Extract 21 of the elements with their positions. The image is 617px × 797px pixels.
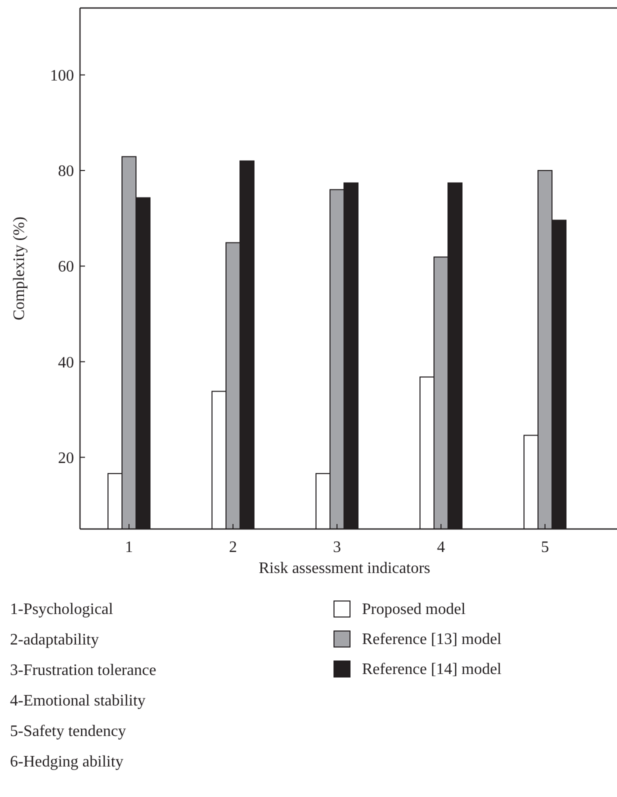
text: 6-Hedging ability bbox=[10, 754, 124, 770]
x-tick-label: 2 bbox=[229, 539, 237, 556]
x-axis-title: Risk assessment indicators bbox=[258, 560, 430, 577]
text: 2-adaptability bbox=[10, 632, 99, 648]
y-tick-label: 100 bbox=[50, 68, 74, 85]
x-tick-label: 5 bbox=[541, 539, 549, 556]
y-axis-title: Complexity (%) bbox=[11, 216, 28, 320]
x-tick-label: 3 bbox=[333, 539, 341, 556]
text: 4-Emotional stability bbox=[10, 692, 146, 710]
legend-label: Proposed model bbox=[362, 601, 466, 618]
y-tick-label: 80 bbox=[58, 163, 74, 180]
x-tick-label: 4 bbox=[437, 539, 445, 556]
text: 3-Frustration tolerance bbox=[10, 662, 156, 679]
y-tick-label: 20 bbox=[58, 450, 74, 467]
x-tick-label: 1 bbox=[125, 539, 133, 556]
legend-label: Reference [13] model bbox=[362, 631, 502, 648]
legend-label: Reference [14] model bbox=[362, 661, 502, 678]
text: 5-Safety tendency bbox=[10, 723, 126, 740]
text: 1-Psychological bbox=[10, 601, 114, 618]
y-tick-label: 60 bbox=[58, 258, 74, 276]
y-tick-label: 40 bbox=[58, 354, 74, 372]
